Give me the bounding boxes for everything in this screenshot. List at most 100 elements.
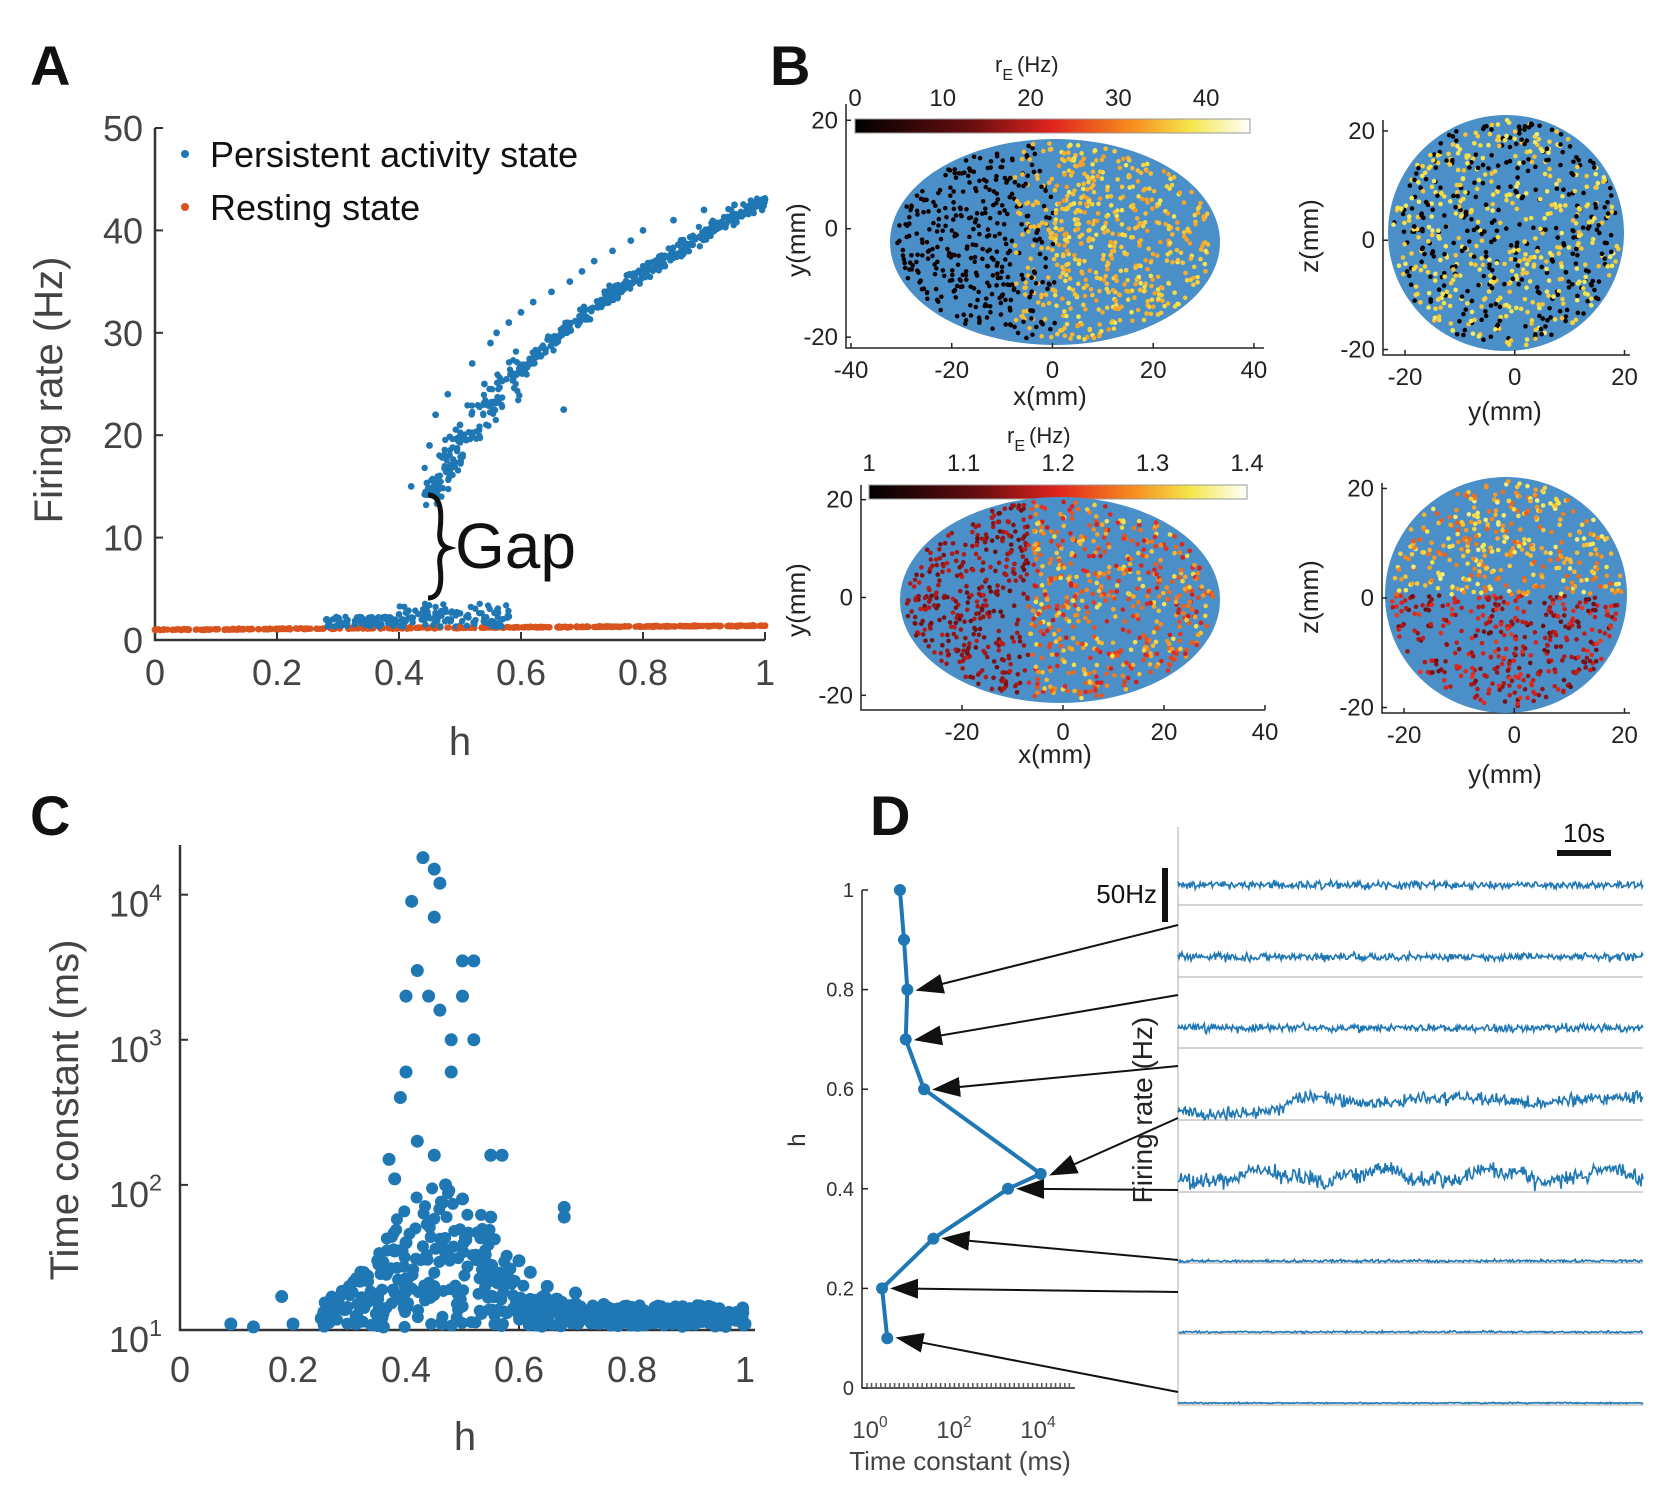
b3-dot (1042, 686, 1047, 691)
c-point (442, 1245, 455, 1258)
b4-dot (1539, 545, 1545, 551)
b1-dot (1105, 260, 1111, 265)
b4-dot (1581, 589, 1586, 595)
b3-dot (1094, 647, 1100, 652)
c-point (508, 1274, 521, 1287)
b2-dot (1537, 313, 1542, 319)
b1-dot (977, 155, 983, 161)
b3-dot (1036, 546, 1041, 552)
b2-dot (1575, 242, 1581, 248)
b4-dot (1411, 564, 1416, 570)
b4-dot (1454, 507, 1459, 513)
b2-dot (1517, 160, 1522, 166)
colorbar-tick-label: 30 (1105, 85, 1132, 112)
b4-dot (1553, 644, 1559, 649)
b3-dot (929, 637, 935, 643)
b3-dot (1124, 660, 1129, 665)
c-xtick-label: 1 (735, 1349, 755, 1390)
b3-dot (977, 670, 982, 676)
b3-dot (1026, 680, 1032, 685)
b1-dot (951, 189, 957, 194)
b4-dot (1532, 691, 1538, 697)
b2-dot (1412, 224, 1417, 229)
b1-dot (1037, 251, 1043, 257)
b1-dot (1047, 215, 1052, 221)
a-point-persistent (636, 280, 643, 287)
b3-dot (937, 617, 942, 623)
b4-dot (1396, 627, 1402, 632)
b3-dot (1021, 643, 1027, 648)
b1-dot (1105, 267, 1110, 272)
c-point (496, 1318, 509, 1331)
b1-dot (949, 228, 955, 233)
b3-dot (954, 573, 960, 578)
b2-dot (1523, 217, 1529, 222)
a-point-persistent (395, 611, 403, 618)
b2-dot (1454, 331, 1460, 337)
a-point-persistent (449, 435, 456, 443)
b2-dot (1557, 276, 1563, 282)
b2-dot (1538, 326, 1544, 332)
b3-dot (1058, 511, 1063, 517)
b3-dot (1183, 651, 1188, 657)
b3-dot (1086, 553, 1092, 559)
b4-dot (1403, 574, 1408, 579)
b4-dot (1581, 536, 1587, 541)
a-point-resting (444, 624, 451, 631)
a-ytick-label: 40 (103, 210, 143, 251)
b3-dot (1024, 558, 1029, 563)
b3-dot (1192, 614, 1198, 620)
b1-dot (919, 253, 925, 258)
b1-dot (1074, 293, 1080, 299)
b1-dot (1175, 257, 1181, 263)
b1-dot (1054, 252, 1060, 258)
b1-dot (1118, 268, 1124, 274)
b2-dot (1592, 287, 1597, 293)
b4-dot (1500, 528, 1505, 533)
b3-dot (1048, 641, 1053, 646)
a-point-persistent (466, 435, 474, 443)
a-point-persistent (629, 279, 636, 287)
b1-dot (1038, 319, 1044, 325)
a-point-persistent (383, 616, 391, 623)
a-point-persistent (731, 201, 738, 209)
b1-dot (909, 204, 914, 210)
b4-dot (1604, 612, 1610, 618)
b3-dot (1136, 616, 1141, 622)
b3-dot (1123, 687, 1129, 692)
b4-dot (1493, 512, 1498, 518)
b2-dot (1593, 185, 1598, 190)
b3-dot (1077, 689, 1082, 694)
b3-dot (1028, 514, 1033, 520)
b1-dot (1204, 211, 1210, 217)
b1-dot (967, 166, 972, 171)
b4-dot (1488, 655, 1494, 660)
b3-dot (1135, 541, 1140, 547)
b1-dot (1064, 184, 1070, 190)
b4-dot (1478, 666, 1483, 672)
b3-dot (1097, 570, 1102, 576)
b4-dot (1426, 607, 1432, 613)
b4-dot (1537, 508, 1543, 514)
b1-dot (1052, 292, 1058, 298)
b2-dot (1587, 223, 1592, 229)
b3-dot (1056, 627, 1062, 633)
b4-dot (1522, 634, 1528, 640)
c-point (385, 1297, 398, 1310)
b2-dot (1558, 142, 1563, 147)
b2-dot (1461, 332, 1466, 338)
b1-dot (1033, 324, 1039, 330)
b4-dot (1612, 590, 1618, 595)
b1-dot (1035, 300, 1041, 305)
b3-dot (1144, 554, 1149, 559)
b3-dot (981, 592, 986, 598)
b2-ylabel: z(mm) (1294, 199, 1324, 273)
b4-dot (1599, 534, 1605, 539)
b1-dot (1025, 213, 1031, 219)
b2-dot (1506, 192, 1512, 197)
b4-dot (1417, 669, 1423, 675)
b3-dot (959, 574, 965, 580)
a-point-persistent (441, 462, 449, 470)
b2-dot (1525, 309, 1530, 315)
b3-dot (1042, 506, 1048, 511)
